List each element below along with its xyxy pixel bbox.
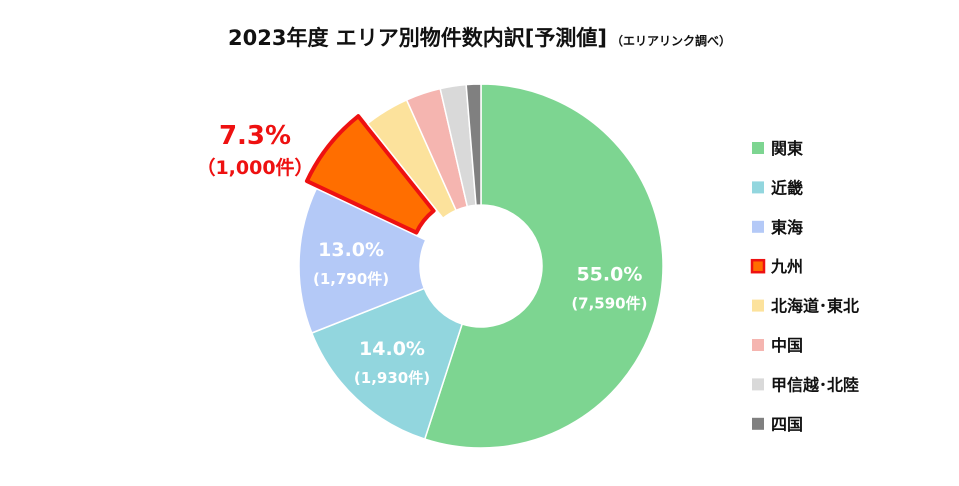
slice-8-wedge: [465, 83, 482, 206]
legend-swatch-4: [750, 258, 766, 274]
slices-group: [298, 83, 664, 449]
slice-4-count-label: （1,000件）: [196, 156, 313, 179]
slice-1-percent-label: 55.0%: [576, 263, 642, 285]
slice-4-wedge: [304, 114, 436, 235]
chart-title: 2023年度 エリア別物件数内訳[予測値]: [228, 26, 607, 50]
slice-2-percent-label: 14.0%: [359, 338, 425, 360]
legend-label-8: 四国: [771, 415, 803, 434]
legend-swatch-7: [752, 378, 764, 391]
legend-label-1: 関東: [771, 139, 803, 158]
legend-swatch-5: [752, 299, 764, 312]
slice-1-count-label: (7,590件): [571, 294, 647, 312]
slice-3-wedge: [298, 187, 427, 334]
legend-label-5: 北海道･東北: [771, 297, 859, 316]
slice-3-percent-label: 13.0%: [318, 239, 384, 261]
chart-subtitle: （エリアリンク調べ）: [610, 34, 731, 48]
slice-2-count-label: (1,930件): [354, 369, 430, 387]
legend-swatch-8: [752, 417, 764, 430]
slice-2-wedge: [311, 287, 463, 440]
slice-1-wedge: [424, 83, 664, 449]
slice-3-count-label: (1,790件): [313, 270, 389, 288]
legend-label-4: 九州: [770, 257, 803, 276]
legend-swatch-6: [752, 339, 764, 351]
slice-4-percent-label: 7.3%: [219, 121, 291, 151]
legend-label-6: 中国: [771, 336, 803, 355]
legend-label-3: 東海: [771, 218, 803, 237]
legend-label-7: 甲信越･北陸: [771, 375, 859, 394]
legend-swatch-2: [752, 181, 764, 194]
chart-title-row: 2023年度 エリア別物件数内訳[予測値] （エリアリンク調べ）: [0, 22, 959, 52]
legend-swatch-3: [752, 220, 764, 233]
legend-swatch-1: [752, 142, 764, 154]
labels-group: 55.0% (7,590件) 14.0% (1,930件) 13.0% (1,790件) 7…: [196, 121, 647, 387]
legend-label-2: 近畿: [771, 178, 803, 197]
